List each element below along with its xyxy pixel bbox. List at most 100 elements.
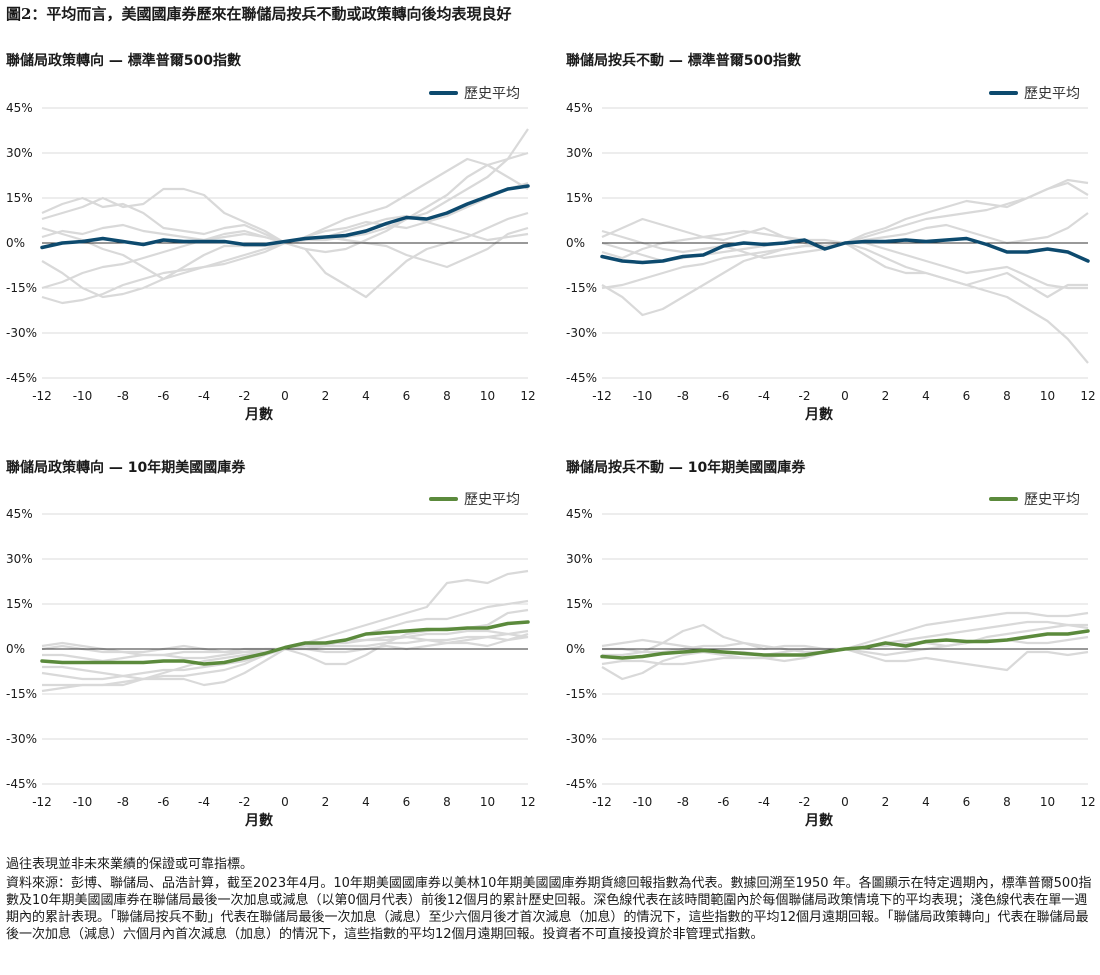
- x-tick-label: -8: [677, 795, 689, 809]
- x-tick-label: 12: [520, 389, 535, 403]
- average-series-line: [40, 184, 530, 250]
- x-axis-label: 月數: [804, 812, 833, 829]
- average-series-line: [600, 236, 1090, 265]
- x-tick-label: 2: [322, 389, 330, 403]
- legend-label: 歷史平均: [1024, 86, 1080, 102]
- x-tick-label: 10: [480, 389, 495, 403]
- y-tick-label: 0%: [6, 236, 25, 250]
- y-tick-label: -15%: [566, 281, 597, 295]
- panel-title-treasury-hold: 聯儲局按兵不動 — 10年期美國國庫券: [566, 460, 806, 476]
- x-axis-label: 月數: [244, 812, 273, 829]
- panel-title-treasury-pivot: 聯儲局政策轉向 — 10年期美國國庫券: [6, 460, 246, 476]
- y-tick-label: 30%: [566, 146, 593, 160]
- y-tick-label: 45%: [566, 507, 593, 521]
- x-tick-label: 2: [322, 795, 330, 809]
- x-tick-label: 4: [362, 795, 370, 809]
- x-tick-label: -6: [718, 389, 730, 403]
- y-tick-label: 30%: [6, 146, 33, 160]
- x-tick-label: -2: [799, 795, 811, 809]
- y-tick-label: 30%: [6, 552, 33, 566]
- x-tick-label: 12: [1080, 795, 1095, 809]
- figure-title: 圖2：平均而言，美國國庫券歷來在聯儲局按兵不動或政策轉向後均表現良好: [6, 5, 512, 23]
- y-tick-label: 0%: [566, 236, 585, 250]
- x-tick-label: -2: [239, 795, 251, 809]
- x-tick-label: -4: [758, 795, 770, 809]
- y-tick-label: -15%: [6, 281, 37, 295]
- x-tick-label: -10: [633, 389, 653, 403]
- y-tick-label: 0%: [566, 642, 585, 656]
- history-series-line: [601, 212, 1089, 263]
- y-tick-label: -30%: [566, 326, 597, 340]
- history-series-line: [41, 128, 529, 254]
- x-tick-label: 2: [882, 795, 890, 809]
- x-tick-label: -10: [73, 795, 93, 809]
- average-series-line: [40, 620, 530, 666]
- y-tick-label: -15%: [566, 687, 597, 701]
- chart-sp500-pivot: 45% 30% 15% 0% -15% -30% -45% -12 -10 -8 -6 -4 -2 0 2 4…: [6, 86, 536, 423]
- y-tick-label: -45%: [6, 371, 37, 385]
- y-tick-label: -30%: [6, 326, 37, 340]
- y-tick-label: -45%: [566, 777, 597, 791]
- chart-sp500-hold: 45% 30% 15% 0% -15% -30% -45% -12 -10 -8 -6 -4 -2 0 2 4…: [566, 86, 1096, 423]
- x-tick-label: 8: [443, 389, 451, 403]
- history-series-line: [41, 157, 529, 281]
- legend-label: 歷史平均: [1024, 492, 1080, 508]
- x-tick-label: -12: [32, 795, 52, 809]
- x-tick-label: -8: [117, 389, 129, 403]
- x-tick-label: -12: [592, 389, 612, 403]
- x-tick-label: -2: [239, 389, 251, 403]
- y-tick-label: 0%: [6, 642, 25, 656]
- chart-treasury-hold: 45% 30% 15% 0% -15% -30% -45% -12 -10 -8 -6 -4 -2 0 2 4…: [566, 492, 1096, 829]
- y-tick-label: -45%: [566, 371, 597, 385]
- y-tick-label: 15%: [566, 191, 593, 205]
- y-tick-label: 15%: [6, 597, 33, 611]
- x-tick-label: 10: [1040, 389, 1055, 403]
- x-tick-label: -6: [158, 389, 170, 403]
- x-tick-label: -6: [158, 795, 170, 809]
- x-tick-label: 0: [841, 795, 849, 809]
- x-tick-label: -8: [677, 389, 689, 403]
- x-tick-label: 8: [1003, 795, 1011, 809]
- x-tick-label: 8: [443, 795, 451, 809]
- x-tick-label: -4: [198, 389, 210, 403]
- x-tick-label: -8: [117, 795, 129, 809]
- x-tick-label: 12: [1080, 389, 1095, 403]
- x-tick-label: -4: [198, 795, 210, 809]
- x-tick-label: -10: [633, 795, 653, 809]
- x-tick-label: 10: [480, 795, 495, 809]
- x-tick-label: 12: [520, 795, 535, 809]
- x-axis-label: 月數: [804, 406, 833, 423]
- y-tick-label: 15%: [566, 597, 593, 611]
- y-tick-label: 30%: [566, 552, 593, 566]
- x-tick-label: -4: [758, 389, 770, 403]
- average-series-line: [600, 629, 1090, 660]
- y-tick-label: -15%: [6, 687, 37, 701]
- y-tick-label: 45%: [566, 101, 593, 115]
- chart-treasury-pivot: 45% 30% 15% 0% -15% -30% -45% -12 -10 -8 -6 -4 -2 0 2 4…: [6, 492, 536, 829]
- footnote-source: 資料來源：彭博、聯儲局、品浩計算，截至2023年4月。10年期美國國庫券以美林1…: [6, 876, 1092, 942]
- x-tick-label: 8: [1003, 389, 1011, 403]
- x-tick-label: -6: [718, 795, 730, 809]
- history-series-line: [601, 178, 1089, 251]
- y-tick-label: -30%: [6, 732, 37, 746]
- y-tick-label: 45%: [6, 101, 33, 115]
- x-tick-label: 6: [963, 389, 971, 403]
- legend-label: 歷史平均: [464, 86, 520, 102]
- y-tick-label: -30%: [566, 732, 597, 746]
- x-tick-label: 4: [922, 389, 930, 403]
- y-tick-label: 45%: [6, 507, 33, 521]
- x-tick-label: 0: [281, 795, 289, 809]
- panel-title-sp500-pivot: 聯儲局政策轉向 — 標準普爾500指數: [6, 53, 241, 69]
- panel-title-sp500-hold: 聯儲局按兵不動 — 標準普爾500指數: [566, 53, 801, 69]
- x-tick-label: 0: [281, 389, 289, 403]
- x-tick-label: 0: [841, 389, 849, 403]
- x-tick-label: -12: [592, 795, 612, 809]
- x-tick-label: 10: [1040, 795, 1055, 809]
- history-series-line: [41, 181, 529, 290]
- x-tick-label: 2: [882, 389, 890, 403]
- x-tick-label: 4: [362, 389, 370, 403]
- x-tick-label: -10: [73, 389, 93, 403]
- legend-label: 歷史平均: [464, 492, 520, 508]
- x-axis-label: 月數: [244, 406, 273, 423]
- footnote: 過往表現並非未來業績的保證或可靠指標。 資料來源：彭博、聯儲局、品浩計算，截至2…: [6, 856, 1096, 945]
